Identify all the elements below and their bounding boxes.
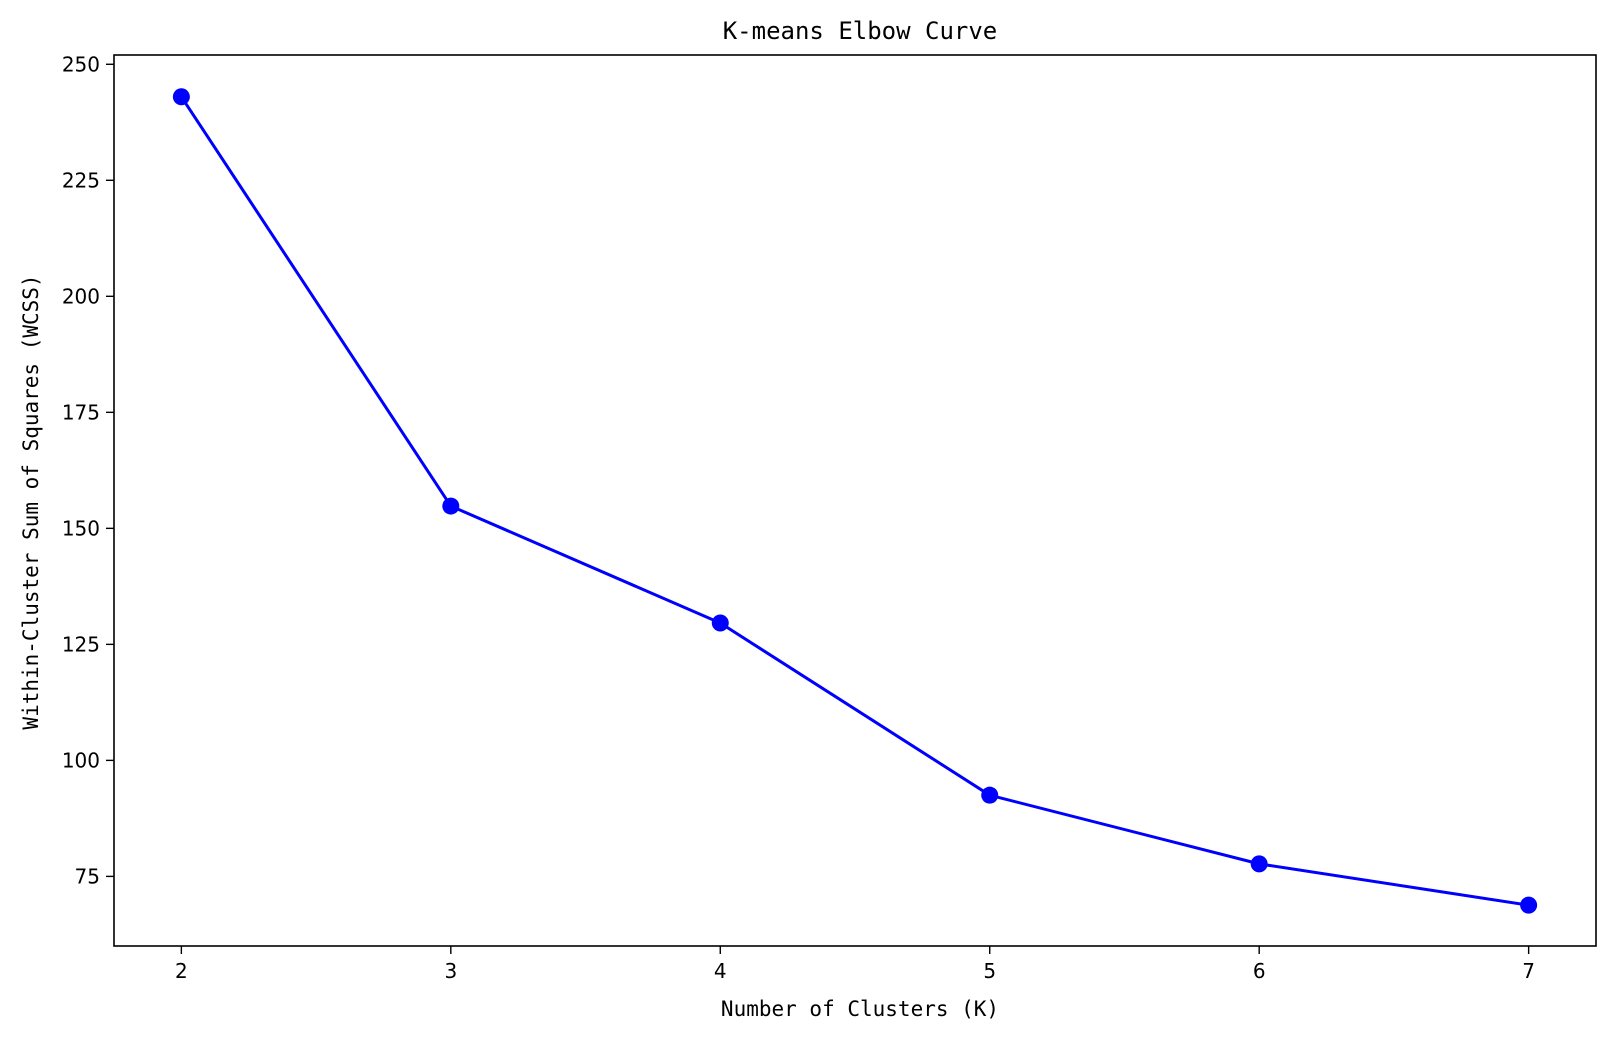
y-tick-label: 75 — [75, 864, 100, 888]
y-tick-label: 150 — [62, 516, 100, 540]
y-tick-label: 200 — [62, 284, 100, 308]
x-axis-ticks: 2 3 4 5 6 7 — [175, 946, 1535, 983]
y-tick-label: 125 — [62, 632, 100, 656]
x-tick-label: 6 — [1253, 959, 1266, 983]
y-tick-label: 225 — [62, 168, 100, 192]
y-axis-ticks: 75 100 125 150 175 200 225 250 — [62, 52, 114, 888]
y-tick-label: 100 — [62, 748, 100, 772]
series-line — [180, 95, 1529, 907]
data-point-k5 — [981, 786, 999, 804]
x-tick-label: 2 — [175, 959, 188, 983]
x-tick-label: 7 — [1522, 959, 1535, 983]
data-point-k7 — [1520, 896, 1538, 914]
data-point-k2 — [172, 88, 190, 106]
data-point-k6 — [1250, 855, 1268, 873]
y-tick-label: 175 — [62, 400, 100, 424]
x-tick-label: 3 — [444, 959, 457, 983]
y-tick-label: 250 — [62, 52, 100, 76]
plot-area-frame — [113, 54, 1597, 947]
data-point-k4 — [711, 614, 729, 632]
series-layer — [172, 88, 1538, 914]
y-axis-label: Within-Cluster Sum of Squares (WCSS) — [19, 274, 43, 729]
data-point-k3 — [442, 497, 460, 515]
chart-title: K-means Elbow Curve — [723, 17, 998, 45]
x-tick-label: 4 — [714, 959, 727, 983]
x-tick-label: 5 — [983, 959, 996, 983]
x-axis-label: Number of Clusters (K) — [721, 997, 999, 1021]
